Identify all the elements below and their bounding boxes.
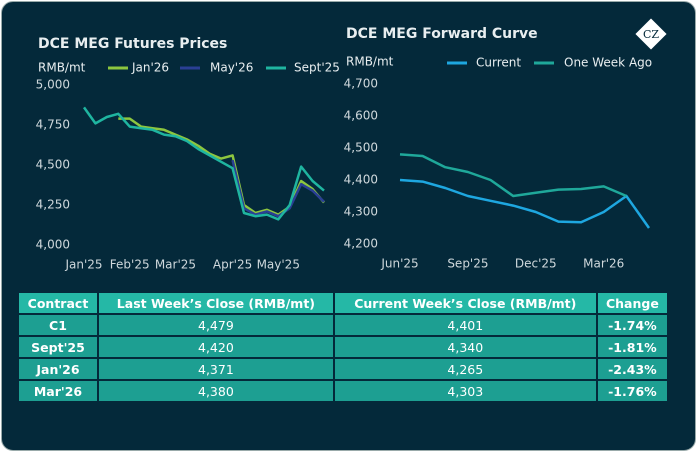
table-cell: Sept'25 (17, 335, 99, 359)
x-tick-label: Feb'25 (110, 258, 150, 272)
y-tick-label: 4,200 (344, 237, 378, 251)
header-cell: Change (595, 291, 670, 315)
x-tick-label: Jan'25 (64, 258, 102, 272)
table: Contract Last Week’s Close (RMB/mt) Curren… (17, 291, 670, 403)
table-cell: Jan'26 (17, 357, 99, 381)
logo: CZ (632, 15, 670, 53)
series-line (399, 178, 651, 229)
header-cell: Contract (17, 291, 99, 315)
legend-label: Sept'25 (294, 61, 340, 75)
legend-label: One Week Ago (564, 56, 652, 70)
legend-label: May'26 (210, 61, 253, 75)
chart-title: DCE MEG Forward Curve (346, 26, 538, 42)
table-cell: 4,265 (332, 357, 598, 381)
x-tick-label: May'25 (257, 258, 300, 272)
header-cell: Last Week’s Close (RMB/mt) (96, 291, 335, 315)
y-tick-label: 4,600 (344, 109, 378, 123)
y-tick-label: 5,000 (36, 78, 70, 92)
table-cell: 4,401 (332, 313, 598, 337)
x-tick-label: Mar'26 (583, 257, 624, 271)
table-cell: Mar'26 (17, 379, 99, 403)
logo-text: CZ (643, 28, 659, 41)
x-tick-label: Apr'25 (213, 258, 252, 272)
y-tick-label: 4,250 (36, 198, 70, 212)
x-tick-label: Jun'25 (380, 257, 418, 271)
x-tick-label: Dec'25 (515, 257, 557, 271)
table-row: Mar'26 4,380 4,303 -1.76% (17, 379, 670, 403)
series-line (82, 106, 325, 221)
table-cell: -1.74% (595, 313, 670, 337)
table-row: Jan'26 4,371 4,265 -2.43% (17, 357, 670, 381)
y-tick-label: 4,500 (36, 158, 70, 172)
table-cell: -2.43% (595, 357, 670, 381)
y-axis-label: RMB/mt (346, 55, 394, 69)
y-tick-label: 4,300 (344, 205, 378, 219)
y-tick-label: 4,000 (36, 238, 70, 252)
y-axis-label: RMB/mt (38, 61, 86, 75)
y-tick-label: 4,750 (36, 118, 70, 132)
y-tick-label: 4,400 (344, 173, 378, 187)
y-tick-label: 4,500 (344, 141, 378, 155)
series-line (399, 153, 627, 198)
table-cell: -1.81% (595, 335, 670, 359)
table-cell: 4,340 (332, 335, 598, 359)
table-row: C1 4,479 4,401 -1.74% (17, 313, 670, 337)
x-tick-label: Mar'25 (155, 258, 196, 272)
charts: DCE MEG Futures Prices RMB/mt DCE MEG Fo… (36, 15, 670, 272)
table-cell: -1.76% (595, 379, 670, 403)
chart-title: DCE MEG Futures Prices (38, 36, 227, 52)
legend-label: Current (476, 56, 521, 70)
table-row: Sept'25 4,420 4,340 -1.81% (17, 335, 670, 359)
header-row: Contract Last Week’s Close (RMB/mt) Curren… (17, 291, 670, 315)
table-cell: 4,479 (96, 313, 335, 337)
table-cell: 4,303 (332, 379, 598, 403)
table-cell: C1 (17, 313, 99, 337)
table-cell: 4,420 (96, 335, 335, 359)
legend-label: Jan'26 (131, 61, 169, 75)
table-cell: 4,380 (96, 379, 335, 403)
table-cell: 4,371 (96, 357, 335, 381)
y-tick-label: 4,700 (344, 77, 378, 91)
series-line (231, 159, 325, 218)
header-cell: Current Week’s Close (RMB/mt) (332, 291, 598, 315)
x-tick-label: Sep'25 (447, 257, 488, 271)
